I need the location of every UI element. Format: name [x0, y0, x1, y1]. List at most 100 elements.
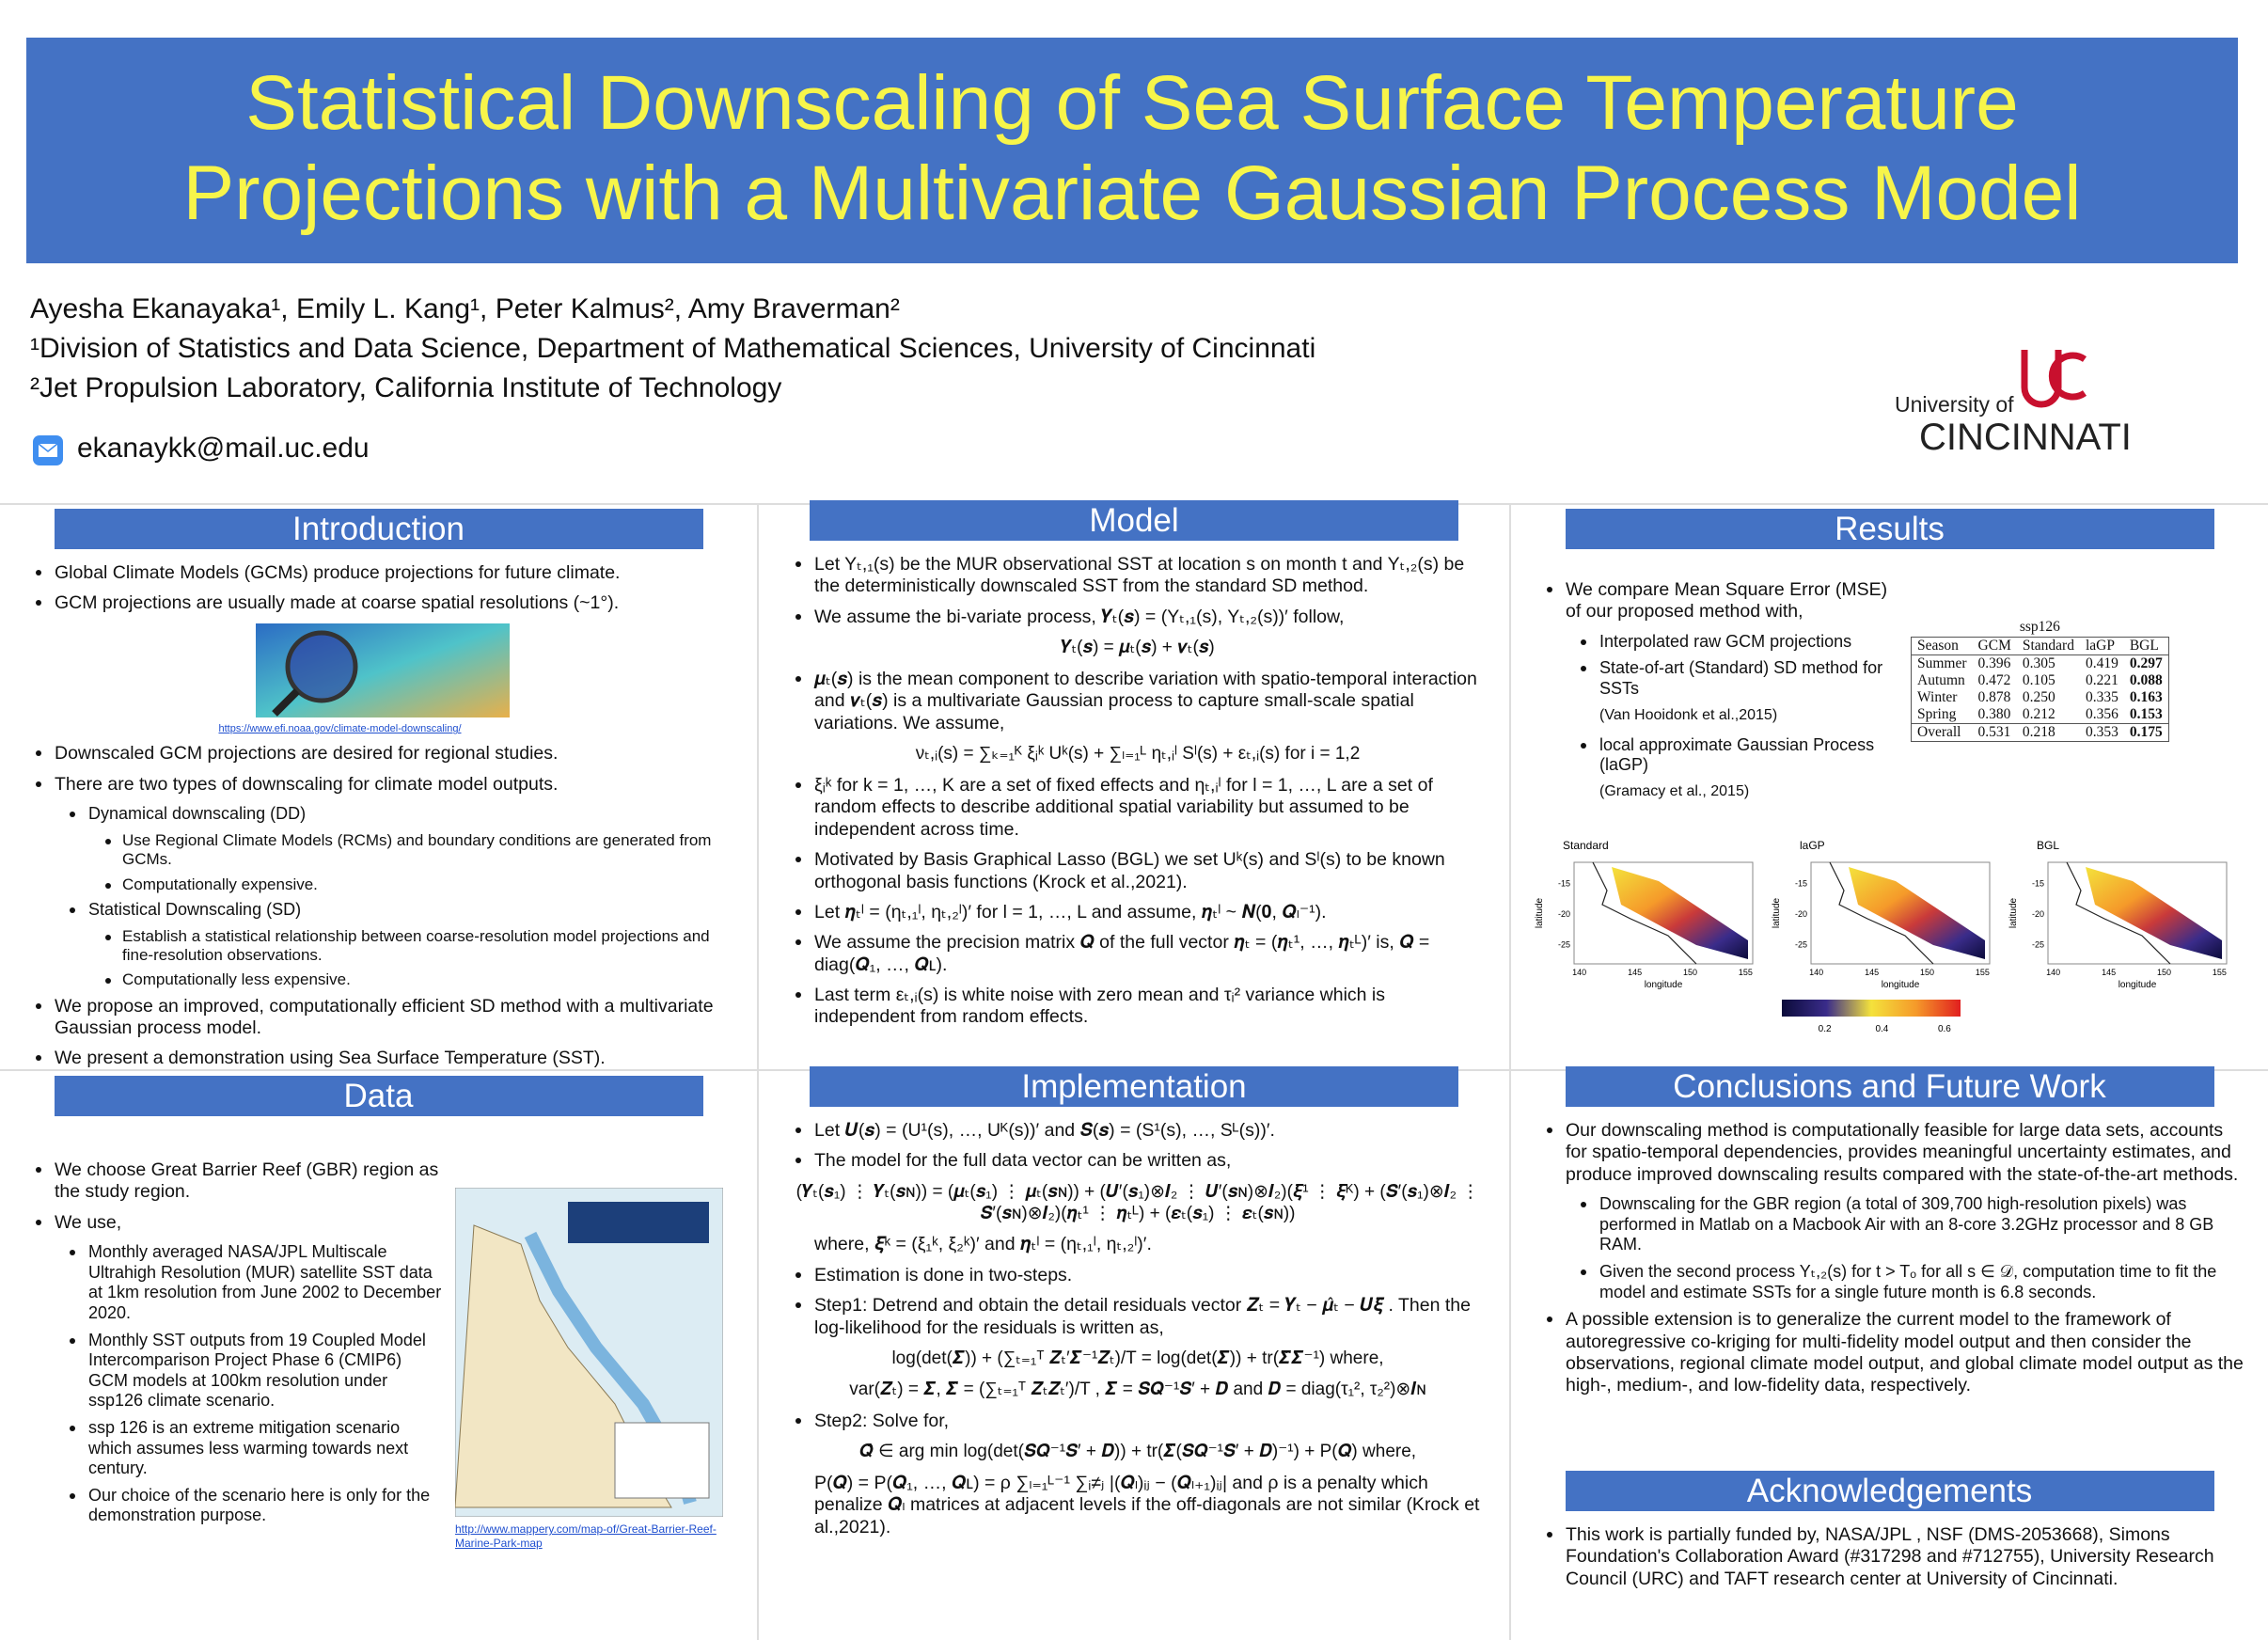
- figure: https://www.efi.noaa.gov/climate-model-d…: [28, 623, 736, 736]
- legend-box: [568, 1202, 709, 1243]
- text-bullet: We choose Great Barrier Reef (GBR) regio…: [28, 1159, 442, 1204]
- figure-image: [454, 1187, 724, 1518]
- affiliation: ²Jet Propulsion Laboratory, California I…: [30, 372, 782, 403]
- text-bullet: Estimation is done in two-steps.: [788, 1265, 1488, 1286]
- text-sub: State-of-art (Standard) SD method for SS…: [1539, 658, 1901, 699]
- introduction-section: Introduction Global Climate Models (GCMs)…: [0, 505, 757, 1067]
- table-cell: 0.175: [2123, 722, 2169, 742]
- table-caption: ssp126: [2019, 619, 2060, 635]
- coastline: [1829, 861, 1934, 965]
- table-header: GCM: [1972, 637, 2017, 655]
- section-heading: Conclusions and Future Work: [1565, 1066, 2214, 1107]
- reef-field: [2086, 867, 2222, 959]
- x-tick-label: 155: [2213, 968, 2227, 977]
- conclusions-section: Conclusions and Future Work Our downscali…: [1511, 1063, 2268, 1467]
- y-tick-label: -15: [1558, 879, 1570, 889]
- y-tick-label: -15: [1795, 879, 1807, 889]
- x-tick-label: 140: [1809, 968, 1823, 977]
- y-axis-label: latitude: [2008, 897, 2019, 928]
- table-header: laGP: [2079, 637, 2124, 655]
- text-bullet: We assume the precision matrix 𝑸 of the …: [788, 932, 1488, 976]
- text-bullet: Downscaled GCM projections are desired f…: [28, 743, 736, 765]
- text-bullet: We present a demonstration using Sea Sur…: [28, 1048, 736, 1067]
- section-body: Let Yₜ,₁(s) be the MUR observational SST…: [760, 554, 1508, 1029]
- reef-field: [1612, 867, 1748, 959]
- text-subsub: Use Regional Climate Models (RCMs) and b…: [28, 831, 736, 870]
- text-bullet: The model for the full data vector can b…: [788, 1150, 1488, 1172]
- text-plain: where, 𝝃ᵏ = (ξ₁ᵏ, ξ₂ᵏ)′ and 𝜼ₜˡ = (ηₜ,₁ˡ…: [814, 1234, 1152, 1255]
- coastline: [2066, 861, 2171, 965]
- y-tick-label: -20: [1558, 909, 1570, 919]
- authors: Ayesha Ekanayaka¹, Emily L. Kang¹, Peter…: [30, 293, 900, 324]
- title-line: Statistical Downscaling of Sea Surface T…: [245, 60, 2019, 146]
- text-plain: P(𝑸) = P(𝑸₁, …, 𝑸ʟ) = ρ ∑ₗ₌₁ᴸ⁻¹ ∑ᵢ≠ⱼ |(𝑸…: [814, 1472, 1480, 1538]
- table-cell: 0.297: [2129, 654, 2163, 671]
- section-body: Global Climate Models (GCMs) produce pro…: [0, 562, 757, 1067]
- table-cell: 0.878: [1977, 688, 2011, 705]
- lens: [285, 630, 357, 703]
- results-section: Results We compare Mean Square Error (MSE…: [1511, 505, 2268, 1067]
- figure-caption[interactable]: http://www.mappery.com/map-of/Great-Barr…: [455, 1522, 717, 1550]
- text-eq: 𝒀ₜ(𝒔) = 𝝁ₜ(𝒔) + 𝝂ₜ(𝒔): [1061, 638, 1215, 658]
- y-tick-label: -25: [1558, 939, 1570, 949]
- text-bullet: Our downscaling method is computationall…: [1539, 1120, 2247, 1186]
- section-body: This work is partially funded by, NASA/J…: [1511, 1524, 2268, 1590]
- table-cell: 0.218: [2016, 722, 2080, 742]
- text-sub: local approximate Gaussian Process (laGP…: [1539, 735, 1901, 776]
- figure: http://www.mappery.com/map-of/Great-Barr…: [454, 1187, 724, 1550]
- table-cell: Autumn: [1917, 671, 1965, 688]
- text-bullet: Let 𝜼ₜˡ = (ηₜ,₁ˡ, ηₜ,₂ˡ)′ for l = 1, …, …: [788, 902, 1488, 923]
- table-row: Winter 0.878 0.250 0.335 0.163: [1912, 689, 2169, 706]
- figure-caption[interactable]: https://www.efi.noaa.gov/climate-model-d…: [218, 723, 462, 735]
- table-cell: 0.353: [2079, 722, 2124, 742]
- text-bullet: Let Yₜ,₁(s) be the MUR observational SST…: [788, 554, 1488, 598]
- handle: [271, 687, 300, 717]
- text-bullet: Global Climate Models (GCMs) produce pro…: [28, 562, 736, 584]
- table-header: Standard: [2016, 637, 2080, 655]
- x-tick-label: 145: [1865, 968, 1879, 977]
- text-note: (Van Hooidonk et al.,2015): [1599, 706, 1778, 723]
- text-bullet: Step1: Detrend and obtain the detail res…: [788, 1295, 1488, 1339]
- table-cell: 0.305: [2022, 654, 2055, 671]
- text-sub: Our choice of the scenario here is only …: [28, 1486, 442, 1526]
- text-eq: (𝒀ₜ(𝒔₁) ⋮ 𝒀ₜ(𝒔ɴ)) = (𝝁ₜ(𝒔₁) ⋮ 𝝁ₜ(𝒔ɴ)) + …: [795, 1181, 1480, 1223]
- text-sub: Monthly SST outputs from 19 Coupled Mode…: [28, 1331, 442, 1411]
- y-tick-label: -15: [2032, 879, 2044, 889]
- panel-title: Standard: [1563, 839, 1609, 852]
- table-cell: 0.088: [2129, 671, 2163, 688]
- table-cell: 0.472: [1977, 671, 2011, 688]
- section-heading: Results: [1565, 509, 2214, 549]
- logo-name: CINCINNATI: [1919, 417, 2130, 458]
- panel-title: laGP: [1800, 839, 1825, 852]
- table-wrap: ssp126 Season GCM Standard laGP BGL Summer 0.39…: [1911, 619, 2169, 873]
- colorbar-tick-label: 0.2: [1819, 1024, 1832, 1034]
- text-bullet: ξᵢᵏ for k = 1, …, K are a set of fixed e…: [788, 775, 1488, 841]
- y-tick-label: -25: [2032, 939, 2044, 949]
- table-cell: 0.105: [2022, 671, 2055, 688]
- y-tick-label: -25: [1795, 939, 1807, 949]
- text-bullet: Let 𝑼(𝒔) = (U¹(s), …, Uᴷ(s))′ and 𝑺(𝒔) =…: [788, 1120, 1488, 1142]
- colorbar: [1782, 1000, 1961, 1017]
- table-cell: 0.212: [2022, 705, 2055, 722]
- email-icon: [33, 435, 63, 465]
- text-subsub: Establish a statistical relationship bet…: [28, 927, 736, 966]
- email: ekanaykk@mail.uc.edu: [77, 433, 370, 464]
- x-axis-label: longitude: [1882, 980, 1920, 990]
- logo-text: University of: [1895, 392, 2014, 417]
- divider: [757, 503, 759, 1640]
- x-tick-label: 150: [2157, 968, 2171, 977]
- x-tick-label: 140: [2046, 968, 2060, 977]
- acknowledgements-section: Acknowledgements This work is partially f…: [1511, 1467, 2268, 1640]
- x-tick-label: 145: [2102, 968, 2116, 977]
- x-axis-label: longitude: [1645, 980, 1683, 990]
- table-header: Season: [1911, 637, 1973, 655]
- table-cell: 0.531: [1972, 722, 2017, 742]
- y-tick-label: -20: [2032, 909, 2044, 919]
- table-cell: 0.396: [1977, 654, 2011, 671]
- text-eq: νₜ,ᵢ(s) = ∑ₖ₌₁ᴷ ξᵢᵏ Uᵏ(s) + ∑ₗ₌₁ᴸ ηₜ,ᵢˡ …: [915, 744, 1361, 765]
- y-tick-label: -20: [1795, 909, 1807, 919]
- section-body: We compare Mean Square Error (MSE) of ou…: [1511, 562, 2268, 873]
- text-sub: ssp 126 is an extreme mitigation scenari…: [28, 1418, 442, 1479]
- table-cell: Spring: [1917, 705, 1957, 722]
- table-cell: 0.221: [2085, 671, 2118, 688]
